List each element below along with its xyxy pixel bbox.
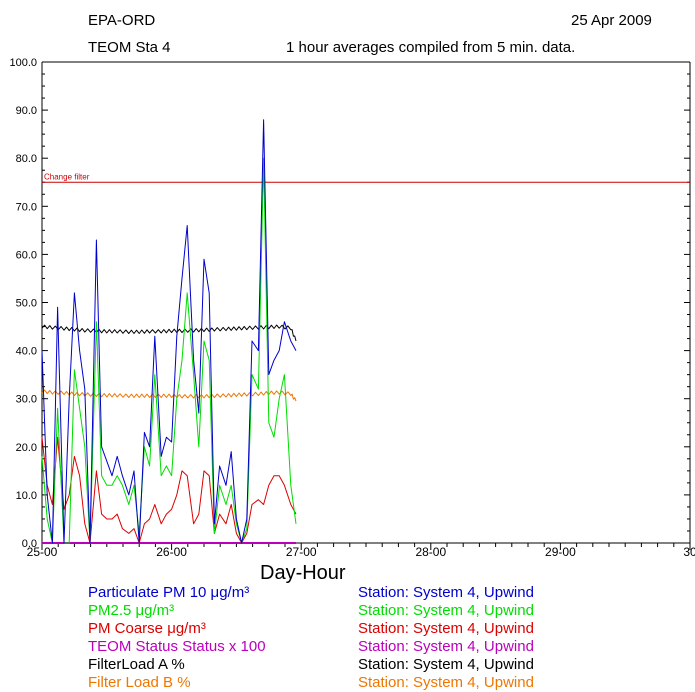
x-tick-label: 28-00 xyxy=(415,545,446,559)
y-tick-label: 10.0 xyxy=(16,490,37,502)
x-tick-label: 26-00 xyxy=(156,545,187,559)
series-line xyxy=(41,389,297,402)
change-filter-label: Change filter xyxy=(44,172,90,181)
series-4 xyxy=(41,324,297,342)
x-tick-label: 30 xyxy=(683,545,695,559)
y-tick-label: 80.0 xyxy=(16,153,37,165)
legend-entry-station: Station: System 4, Upwind xyxy=(358,620,534,637)
averaging-note: 1 hour averages compiled from 5 min. dat… xyxy=(286,39,576,56)
y-tick-label: 50.0 xyxy=(16,298,37,310)
y-tick-label: 30.0 xyxy=(16,394,37,406)
legend-entry-station: Station: System 4, Upwind xyxy=(358,638,534,655)
y-tick-label: 100.0 xyxy=(9,57,37,69)
series-line xyxy=(41,324,297,342)
series-0 xyxy=(41,119,297,544)
x-tick-label: 27-00 xyxy=(286,545,317,559)
series-5 xyxy=(41,389,297,402)
series-line xyxy=(41,436,297,544)
y-tick-label: 40.0 xyxy=(16,346,37,358)
legend-entry-name: Particulate PM 10 μg/m³ xyxy=(88,584,250,601)
y-tick-label: 0.0 xyxy=(22,538,37,550)
y-tick-label: 70.0 xyxy=(16,201,37,213)
y-tick-label: 20.0 xyxy=(16,442,37,454)
legend-entry-name: Filter Load B % xyxy=(88,674,191,691)
series-line xyxy=(41,119,297,544)
y-tick-label: 60.0 xyxy=(16,249,37,261)
pm-time-series-chart: 0.0 10.0 20.0 30.0 40.0 50.0 60.0 70.0 80.0 90.0 1… xyxy=(9,57,695,559)
series-2 xyxy=(41,436,297,544)
legend-entry-station: Station: System 4, Upwind xyxy=(358,584,534,601)
x-tick-label: 25-00 xyxy=(27,545,58,559)
legend-entry-name: PM2.5 μg/m³ xyxy=(88,602,175,619)
legend-entry-station: Station: System 4, Upwind xyxy=(358,602,534,619)
y-tick-label: 90.0 xyxy=(16,105,37,117)
x-tick-label: 29-00 xyxy=(545,545,576,559)
series-1 xyxy=(41,157,297,544)
legend-entry-station: Station: System 4, Upwind xyxy=(358,674,534,691)
station-title: TEOM Sta 4 xyxy=(88,39,171,56)
x-axis-title: Day-Hour xyxy=(260,562,346,584)
org-title: EPA-ORD xyxy=(88,12,156,29)
legend-entry-name: TEOM Status Status x 100 xyxy=(88,638,266,655)
report-date: 25 Apr 2009 xyxy=(571,12,652,29)
legend-entry-name: PM Coarse μg/m³ xyxy=(88,620,206,637)
legend-entry-name: FilterLoad A % xyxy=(88,656,185,673)
legend-entry-station: Station: System 4, Upwind xyxy=(358,656,534,673)
series-line xyxy=(41,157,297,544)
